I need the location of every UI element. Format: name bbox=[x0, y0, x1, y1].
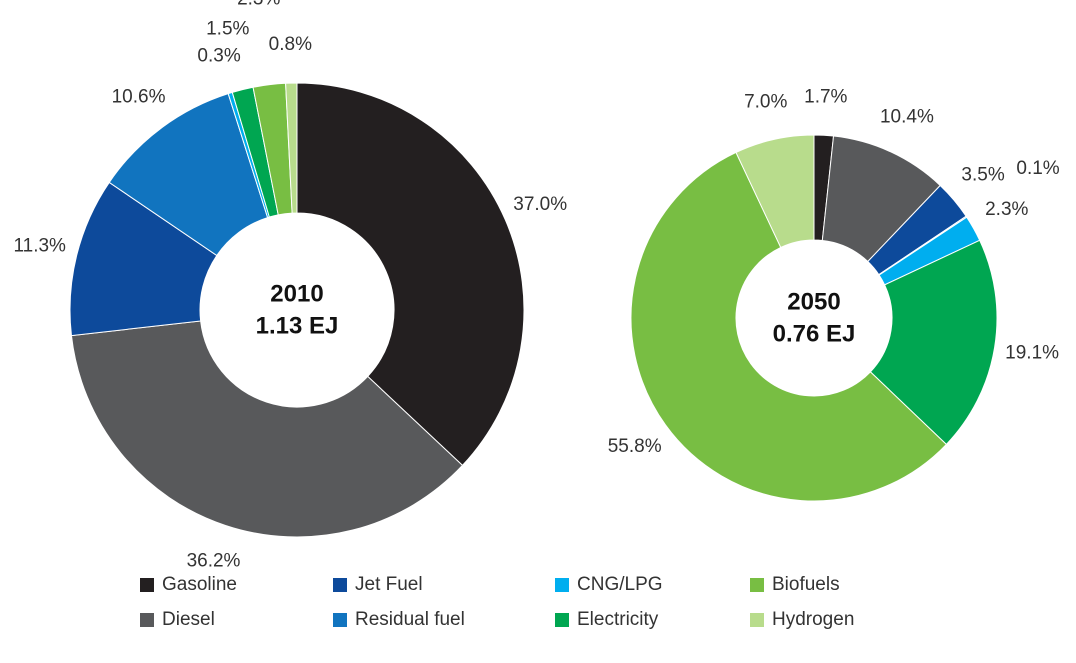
legend-label: Hydrogen bbox=[772, 609, 854, 630]
legend-swatch bbox=[140, 613, 154, 627]
legend-swatch bbox=[750, 613, 764, 627]
slice bbox=[630, 151, 948, 502]
value-label: 2.3% bbox=[237, 0, 280, 9]
legend-label: Diesel bbox=[162, 609, 215, 630]
legend-label: Electricity bbox=[577, 609, 659, 630]
legend-label: Residual fuel bbox=[355, 609, 465, 630]
value-label: 7.0% bbox=[744, 91, 787, 112]
slice bbox=[296, 82, 525, 467]
value-label: 55.8% bbox=[608, 436, 662, 457]
value-label: 37.0% bbox=[513, 194, 567, 215]
value-label: 10.4% bbox=[880, 107, 934, 128]
legend-swatch bbox=[555, 578, 569, 592]
value-label: 0.3% bbox=[197, 46, 240, 67]
legend-label: Gasoline bbox=[162, 574, 237, 595]
legend-label: Jet Fuel bbox=[355, 574, 423, 595]
legend-label: CNG/LPG bbox=[577, 574, 663, 595]
value-label: 11.3% bbox=[13, 236, 66, 257]
value-label: 3.5% bbox=[961, 165, 1004, 186]
center-year: 2010 bbox=[270, 280, 323, 307]
slice bbox=[735, 134, 815, 249]
slice bbox=[108, 93, 269, 257]
legend-label: Biofuels bbox=[772, 574, 840, 595]
center-year: 2050 bbox=[787, 288, 840, 315]
value-label: 1.5% bbox=[206, 18, 249, 39]
center-total: 1.13 EJ bbox=[256, 312, 339, 339]
legend-swatch bbox=[555, 613, 569, 627]
slice bbox=[285, 82, 298, 214]
legend-swatch bbox=[333, 578, 347, 592]
value-label: 0.8% bbox=[269, 34, 312, 55]
slice bbox=[70, 320, 464, 538]
value-label: 19.1% bbox=[1005, 343, 1059, 364]
value-label: 36.2% bbox=[187, 551, 241, 572]
slice bbox=[869, 239, 998, 446]
legend-swatch bbox=[140, 578, 154, 592]
value-label: 1.7% bbox=[804, 86, 847, 107]
center-total: 0.76 EJ bbox=[773, 320, 856, 347]
value-label: 10.6% bbox=[112, 87, 166, 108]
value-label: 2.3% bbox=[985, 199, 1028, 220]
legend-swatch bbox=[333, 613, 347, 627]
legend-swatch bbox=[750, 578, 764, 592]
value-label: 0.1% bbox=[1016, 158, 1059, 179]
